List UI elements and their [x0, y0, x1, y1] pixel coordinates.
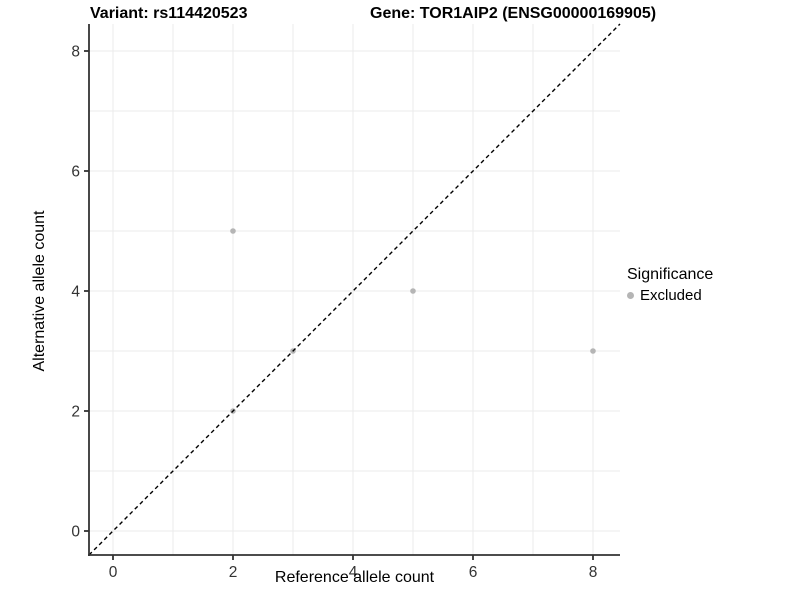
legend-item-excluded: Excluded [627, 287, 713, 304]
y-tick-label: 6 [71, 164, 80, 181]
x-tick-label: 2 [229, 564, 238, 581]
variant-title: Variant: rs114420523 [90, 5, 248, 22]
x-tick-label: 6 [469, 564, 478, 581]
legend-item-label: Excluded [640, 287, 702, 304]
x-tick-label: 8 [589, 564, 598, 581]
data-point [410, 288, 416, 294]
x-tick-label: 4 [349, 564, 358, 581]
y-tick-label: 0 [71, 524, 80, 541]
gene-title: Gene: TOR1AIP2 (ENSG00000169905) [370, 5, 657, 22]
legend-title: Significance [627, 266, 714, 283]
x-tick-label: 0 [109, 564, 118, 581]
legend-point-icon [627, 292, 634, 299]
y-tick-label: 8 [71, 44, 80, 61]
data-point [230, 228, 236, 234]
x-axis-title: Reference allele count [274, 569, 435, 586]
y-axis-title: Alternative allele count [31, 210, 48, 372]
data-point [590, 348, 596, 354]
identity-reference-line [88, 23, 621, 556]
legend: Significance Excluded [627, 266, 713, 304]
y-tick-label: 4 [71, 284, 80, 301]
y-tick-label: 2 [71, 404, 80, 421]
